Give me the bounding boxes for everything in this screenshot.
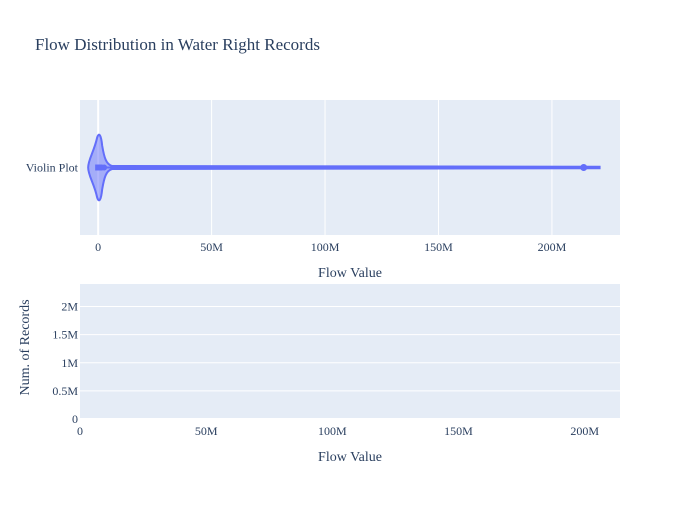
histogram-y-tick-label: 2M [61,300,78,314]
violin-x-tick-label: 50M [200,240,223,254]
histogram-subplot: 0 50M 100M 150M 200M 0 0.5M 1M 1.5M 2M Flow Valu… [18,284,620,465]
histogram-x-tick-label: 150M [444,424,473,438]
violin-marks [87,133,601,202]
violin-outlier-point [580,164,588,171]
violin-x-axis-title: Flow Value [318,266,382,281]
violin-subplot: 0 50M 100M 150M 200M Violin Plot Flow Value [26,100,620,281]
histogram-x-axis-title: Flow Value [318,450,382,465]
histogram-x-tick-label: 50M [195,424,218,438]
violin-x-tick-label: 100M [311,240,340,254]
histogram-y-axis-title: Num. of Records [18,299,33,395]
violin-x-tick-label: 0 [95,240,101,254]
histogram-y-ticks: 0 0.5M 1M 1.5M 2M [52,300,78,427]
histogram-x-tick-label: 200M [570,424,599,438]
histogram-x-tick-label: 100M [318,424,347,438]
histogram-y-tick-label: 0.5M [52,384,78,398]
histogram-y-tick-label: 1.5M [52,328,78,342]
histogram-y-tick-label: 1M [61,356,78,370]
histogram-plot-area [80,284,620,419]
violin-x-tick-label: 150M [424,240,453,254]
chart-title: Flow Distribution in Water Right Records [35,35,320,54]
histogram-x-ticks: 0 50M 100M 150M 200M [77,424,599,438]
violin-x-tick-label: 200M [538,240,567,254]
violin-x-ticks: 0 50M 100M 150M 200M [95,240,566,254]
histogram-y-tick-label: 0 [72,412,78,426]
violin-median-point [101,164,108,171]
violin-category-label: Violin Plot [26,161,79,175]
histogram-x-tick-label: 0 [77,424,83,438]
histogram-gridlines [80,306,620,420]
violin-box [95,164,103,171]
